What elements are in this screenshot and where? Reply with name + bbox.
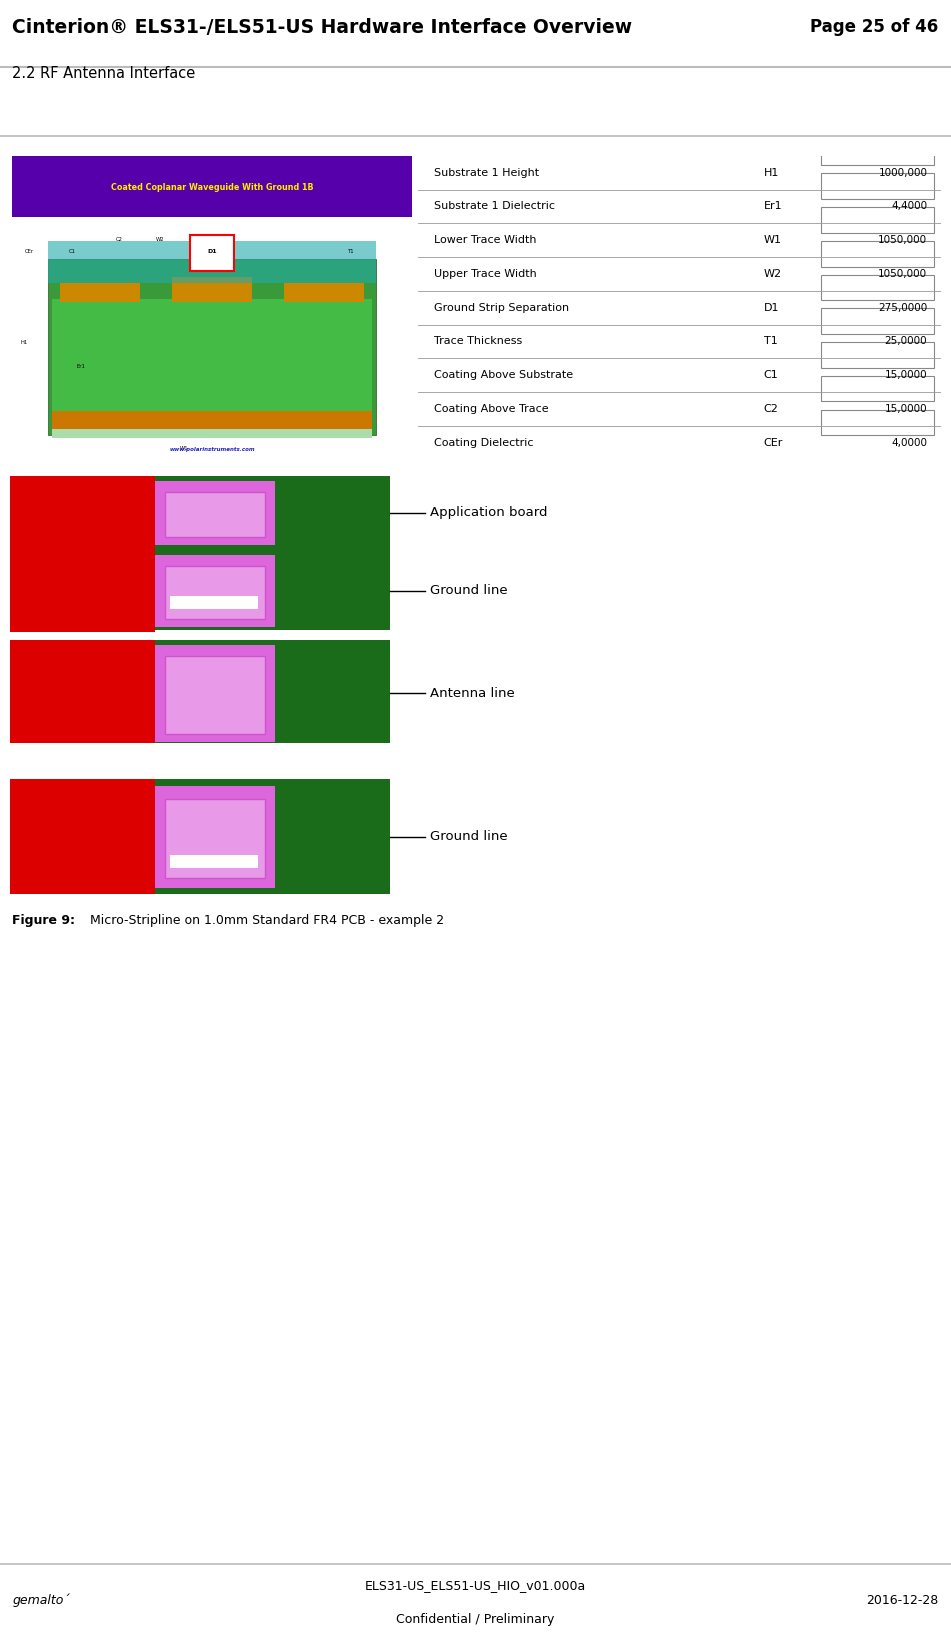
Text: Page 25 of 46: Page 25 of 46 — [810, 18, 939, 36]
Text: T1: T1 — [348, 249, 355, 254]
Text: 2.2 RF Antenna Interface: 2.2 RF Antenna Interface — [12, 66, 196, 80]
Bar — [10, 640, 157, 747]
Text: W1: W1 — [764, 235, 782, 245]
Text: Micro-Stripline on 1.0mm Standard FR4 PCB - example 2: Micro-Stripline on 1.0mm Standard FR4 PC… — [82, 914, 444, 927]
Bar — [155, 476, 390, 550]
Text: 2016-12-28: 2016-12-28 — [866, 1593, 939, 1607]
Bar — [821, 207, 934, 233]
Text: C2: C2 — [764, 404, 779, 414]
Text: Trace Thickness: Trace Thickness — [434, 336, 522, 346]
Text: Application board: Application board — [430, 507, 548, 519]
Bar — [10, 476, 157, 550]
Text: Substrate 1 Dielectric: Substrate 1 Dielectric — [434, 202, 555, 212]
Bar — [190, 235, 234, 271]
Text: www.polarinstruments.com: www.polarinstruments.com — [169, 446, 255, 451]
Text: C2: C2 — [116, 236, 124, 241]
Text: 1050,000: 1050,000 — [878, 235, 927, 245]
Bar — [49, 259, 376, 435]
Bar — [170, 596, 258, 609]
Bar — [165, 492, 265, 537]
Text: D1: D1 — [764, 302, 779, 313]
Text: Antenna line: Antenna line — [430, 688, 514, 699]
Bar — [821, 274, 934, 300]
Text: CEr: CEr — [764, 438, 783, 448]
Text: CEr: CEr — [25, 249, 33, 254]
Text: Coating Above Substrate: Coating Above Substrate — [434, 371, 573, 381]
Text: Er1: Er1 — [764, 202, 783, 212]
Text: H1: H1 — [764, 167, 779, 177]
Bar — [155, 779, 390, 894]
Bar — [155, 555, 275, 627]
Bar — [821, 309, 934, 335]
Text: W2: W2 — [156, 236, 165, 241]
Text: Upper Trace Width: Upper Trace Width — [434, 269, 537, 279]
Text: Ground Strip Separation: Ground Strip Separation — [434, 302, 570, 313]
Text: 15,0000: 15,0000 — [884, 404, 927, 414]
Bar — [284, 284, 364, 302]
Bar — [155, 640, 390, 747]
Text: Coating Above Trace: Coating Above Trace — [434, 404, 549, 414]
Bar — [821, 241, 934, 266]
Text: W2: W2 — [764, 269, 782, 279]
Bar — [172, 277, 252, 302]
Text: 275,0000: 275,0000 — [878, 302, 927, 313]
Bar — [821, 174, 934, 199]
Text: W1: W1 — [180, 446, 188, 451]
Text: ELS31-US_ELS51-US_HIO_v01.000a: ELS31-US_ELS51-US_HIO_v01.000a — [365, 1579, 586, 1592]
Text: Lower Trace Width: Lower Trace Width — [434, 235, 536, 245]
Bar — [60, 284, 140, 302]
Text: Cinterion® ELS31-/ELS51-US Hardware Interface Overview: Cinterion® ELS31-/ELS51-US Hardware Inte… — [12, 18, 632, 36]
Bar — [10, 743, 390, 779]
Text: Ground line: Ground line — [430, 830, 508, 843]
Text: 4,4000: 4,4000 — [891, 202, 927, 212]
Text: Coating Dielectric: Coating Dielectric — [434, 438, 534, 448]
Bar — [821, 376, 934, 402]
Text: Coated Coplanar Waveguide With Ground 1B: Coated Coplanar Waveguide With Ground 1B — [110, 184, 314, 192]
Text: gemalto´: gemalto´ — [12, 1593, 70, 1607]
Bar — [165, 566, 265, 619]
Bar — [155, 550, 390, 632]
Text: Er1: Er1 — [76, 364, 86, 369]
Text: 1000,000: 1000,000 — [879, 167, 927, 177]
Text: Figure 9:: Figure 9: — [12, 914, 75, 927]
Bar — [49, 241, 376, 284]
Bar — [821, 139, 934, 166]
Bar — [165, 799, 265, 878]
Text: Substrate 1 Height: Substrate 1 Height — [434, 167, 539, 177]
Bar — [12, 156, 412, 217]
Bar — [155, 481, 275, 545]
Bar — [155, 786, 275, 888]
Text: T1: T1 — [764, 336, 777, 346]
Text: 25,0000: 25,0000 — [884, 336, 927, 346]
Text: Ground line: Ground line — [430, 584, 508, 597]
Bar — [155, 645, 275, 742]
Bar — [52, 410, 372, 432]
Text: Confidential / Preliminary: Confidential / Preliminary — [397, 1613, 554, 1626]
Text: C1: C1 — [764, 371, 779, 381]
Bar — [821, 410, 934, 435]
Text: 1050,000: 1050,000 — [878, 269, 927, 279]
Bar — [52, 428, 372, 438]
Bar — [165, 656, 265, 734]
Bar — [10, 550, 157, 632]
Text: 4,0000: 4,0000 — [891, 438, 927, 448]
Text: H1: H1 — [20, 340, 28, 345]
Text: 15,0000: 15,0000 — [884, 371, 927, 381]
Bar — [170, 855, 258, 868]
Text: C1: C1 — [68, 249, 75, 254]
Bar — [821, 341, 934, 368]
Bar — [155, 630, 390, 640]
Text: D1: D1 — [207, 249, 217, 254]
Bar — [52, 299, 372, 414]
Bar — [10, 779, 157, 894]
